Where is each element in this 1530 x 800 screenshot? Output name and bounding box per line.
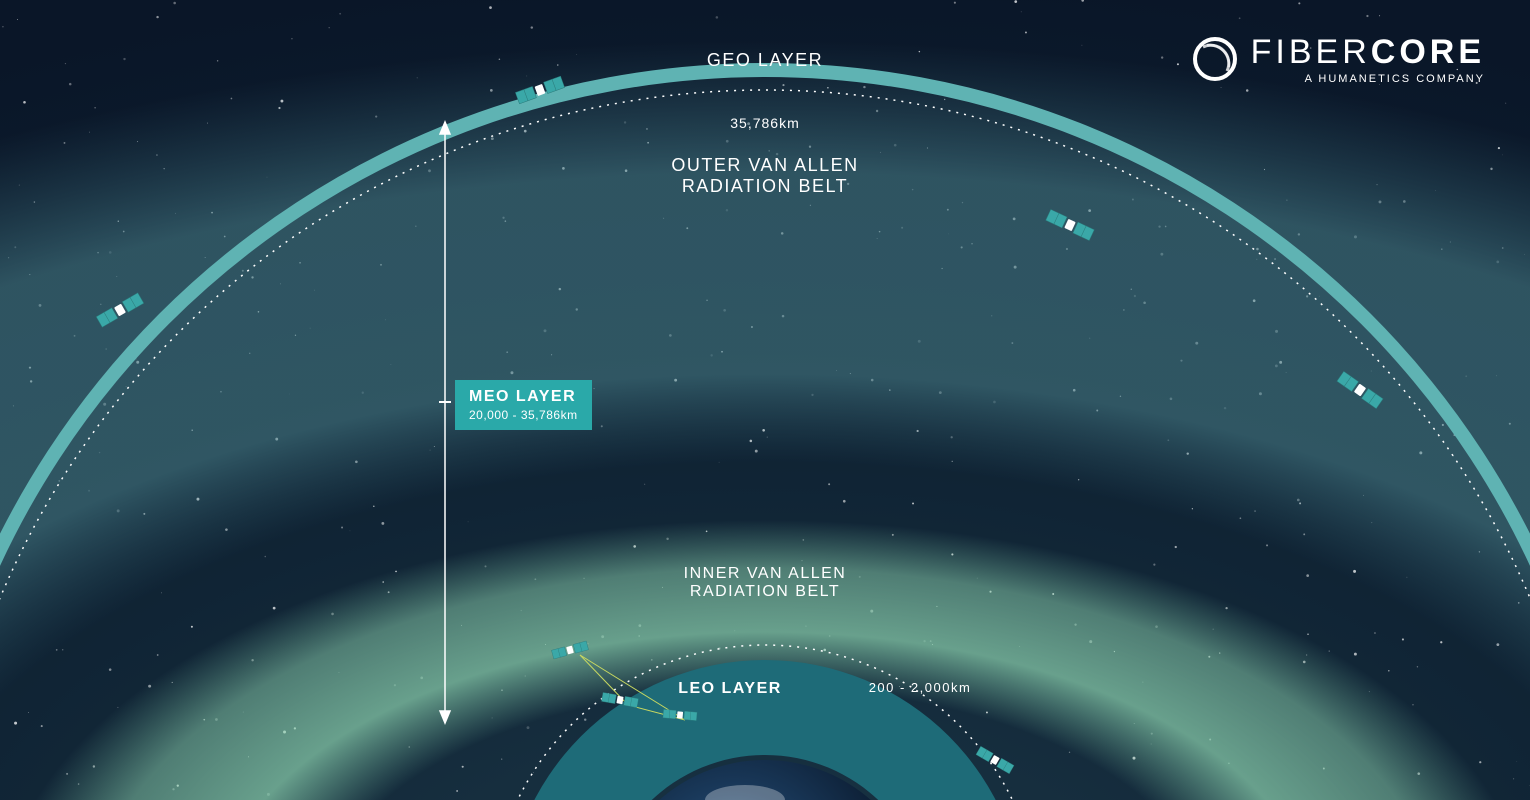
logo-icon <box>1191 35 1239 83</box>
leo-range-label: 200 - 2,000km <box>840 680 1000 695</box>
leo-layer-label: LEO LAYER <box>660 680 800 698</box>
geo-distance-label: 35,786km <box>685 115 845 131</box>
outer-belt-line1: OUTER VAN ALLEN <box>615 155 915 176</box>
geo-layer-label: GEO LAYER <box>645 50 885 71</box>
meo-layer-label: MEO LAYER <box>469 388 578 406</box>
meo-layer-box: MEO LAYER 20,000 - 35,786km <box>455 380 592 430</box>
inner-belt-line1: INNER VAN ALLEN <box>615 565 915 583</box>
inner-belt-line2: RADIATION BELT <box>615 583 915 601</box>
logo-brand-name: FIBERCORE <box>1251 35 1485 69</box>
meo-range-label: 20,000 - 35,786km <box>469 408 578 422</box>
outer-belt-line2: RADIATION BELT <box>615 176 915 197</box>
outer-belt-label: OUTER VAN ALLEN RADIATION BELT <box>615 155 915 197</box>
inner-belt-label: INNER VAN ALLEN RADIATION BELT <box>615 565 915 601</box>
logo-tagline: A HUMANETICS COMPANY <box>1251 73 1485 85</box>
brand-logo: FIBERCORE A HUMANETICS COMPANY <box>1191 35 1485 85</box>
